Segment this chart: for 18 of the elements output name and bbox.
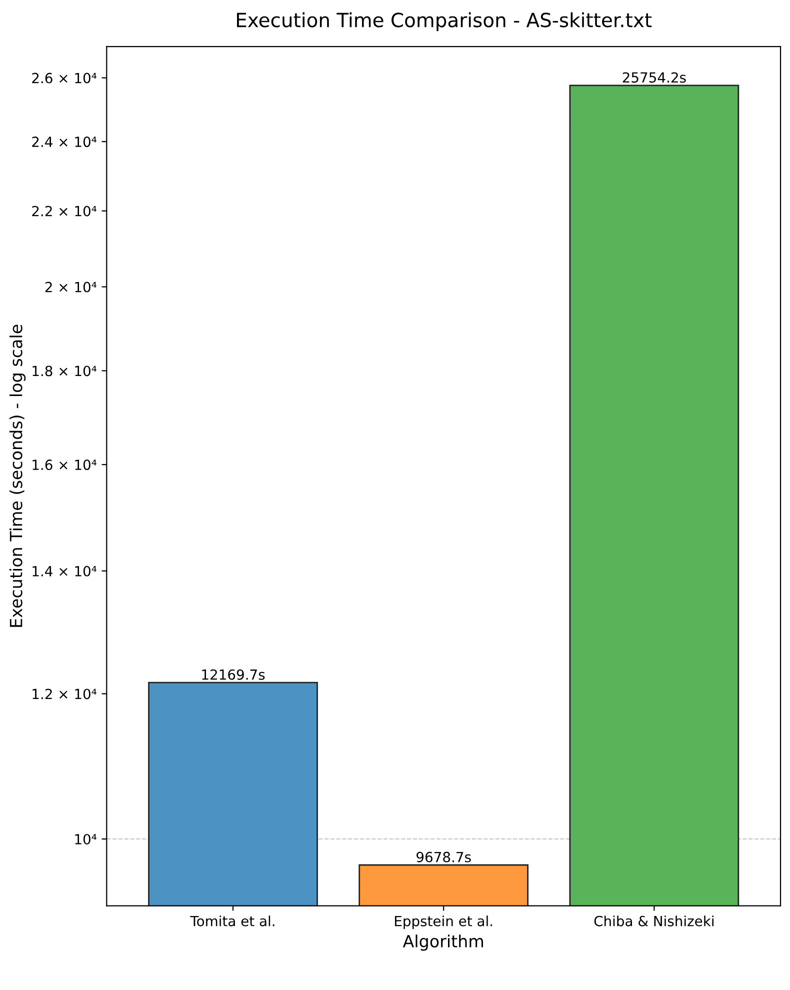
x-axis-title: Algorithm [402,934,483,951]
chart-title: Execution Time Comparison - AS-skitter.txt [237,12,652,32]
y-tick-label: 10⁴ [75,834,96,844]
y-tick-label: 2.4 × 10⁴ [32,136,96,148]
data-label: 12169.7s [202,669,265,680]
x-tick-label: Eppstein et al. [395,916,492,930]
x-tick-label: Chiba & Nishizeki [594,916,714,926]
y-tick-label: 2.6 × 10⁴ [32,72,96,84]
data-label: 9678.7s [416,852,471,862]
y-axis-title: Execution Time (seconds) - log scale [9,324,26,627]
y-tick-label: 1.4 × 10⁴ [32,566,96,576]
data-label: 25754.2s [622,72,686,83]
y-tick-label: 1.6 × 10⁴ [32,460,96,470]
y-tick-label: 2.2 × 10⁴ [32,206,96,216]
y-tick-label: 1.2 × 10⁴ [32,688,96,700]
y-tick-label: 1.8 × 10⁴ [32,366,96,376]
x-tick-label: Tomita et al. [190,916,274,926]
y-tick-label: 2 × 10⁴ [45,282,96,292]
